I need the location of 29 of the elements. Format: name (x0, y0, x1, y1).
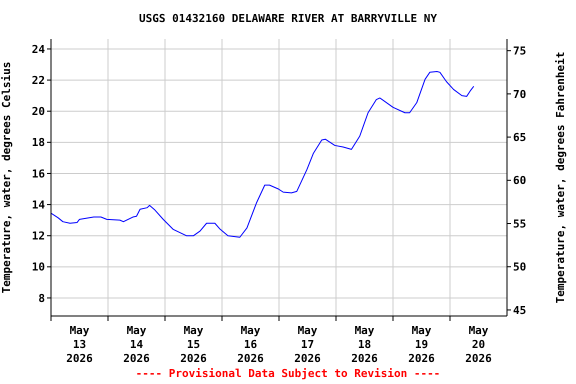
x-tick-label: May 17 2026 (294, 324, 322, 365)
x-tick-label: May 13 2026 (66, 324, 94, 365)
y-tick-label: 16 (32, 167, 46, 180)
y2-tick-label: 45 (513, 304, 526, 317)
y2-tick-label: 50 (513, 260, 526, 274)
y-tick-label: 18 (32, 136, 45, 150)
x-tick-label: May 18 2026 (351, 324, 378, 365)
y2-tick-label: 55 (513, 217, 526, 230)
y-tick-label: 22 (32, 74, 45, 87)
y-tick-label: 8 (38, 292, 45, 305)
x-tick-label: May 16 2026 (237, 324, 264, 365)
y-tick-label: 12 (32, 230, 45, 243)
y2-tick-label: 60 (513, 174, 526, 188)
x-tick-label: May 14 2026 (123, 324, 150, 365)
y2-tick-label: 65 (513, 131, 526, 144)
y-tick-label: 20 (32, 105, 45, 118)
y-tick-label: 24 (32, 42, 46, 56)
x-tick-label: May 15 2026 (180, 324, 208, 365)
y2-axis-title: Temperature, water, degrees Fahrenheit (554, 52, 567, 304)
y-tick-label: 10 (32, 260, 45, 274)
x-tick-label: May 20 2026 (465, 324, 492, 365)
line-series (51, 71, 474, 238)
y2-tick-label: 70 (513, 88, 526, 101)
y-tick-label: 14 (32, 198, 46, 212)
chart-title: USGS 01432160 DELAWARE RIVER AT BARRYVILLE NY (138, 12, 438, 25)
y2-tick-label: 75 (513, 44, 526, 58)
y-axis-title: Temperature, water, degrees Celsius (0, 62, 13, 294)
text: ---- Provisional Data Subject to Revision ---- (134, 367, 442, 380)
x-tick-label: May 19 2026 (408, 324, 436, 365)
